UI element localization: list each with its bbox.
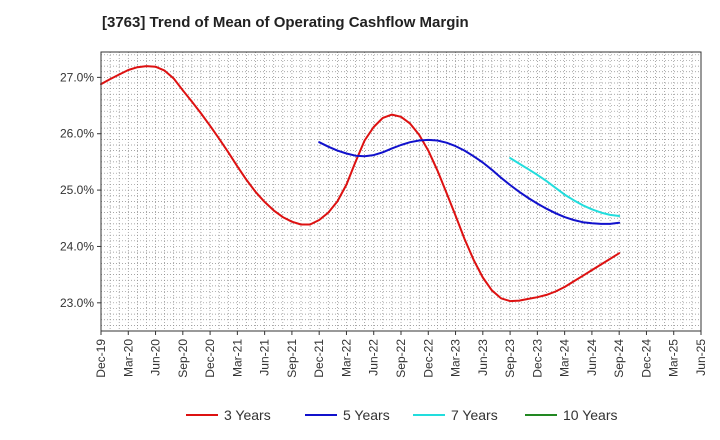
legend-label: 10 Years: [563, 407, 618, 423]
x-tick-label: Mar-23: [449, 339, 463, 377]
x-tick-label: Jun-21: [258, 339, 272, 376]
series-line-5-years: [318, 138, 621, 225]
series-group: [100, 65, 621, 303]
legend-label: 7 Years: [451, 407, 498, 423]
x-tick-label: Dec-23: [530, 339, 544, 378]
x-tick-label: Dec-22: [421, 339, 435, 378]
x-tick-label: Sep-24: [612, 339, 626, 378]
legend-label: 5 Years: [343, 407, 390, 423]
x-tick-label: Jun-20: [149, 339, 163, 376]
x-tick-label: Jun-22: [367, 339, 381, 376]
x-tick-label: Dec-19: [94, 339, 108, 378]
legend: 3 Years 5 Years 7 Years 10 Years: [186, 407, 618, 423]
grid: [101, 52, 701, 331]
x-tick-label: Sep-23: [503, 339, 517, 378]
series-line-7-years: [509, 157, 621, 217]
x-axis: Dec-19 Mar-20 Jun-20 Sep-20 Dec-20 Mar-21 Jun-…: [94, 331, 708, 378]
y-axis: 23.0% 24.0% 25.0% 26.0% 27.0%: [60, 70, 101, 310]
y-tick-label: 26.0%: [60, 127, 94, 141]
y-tick-label: 27.0%: [60, 70, 94, 84]
x-tick-label: Sep-22: [394, 339, 408, 378]
x-tick-label: Mar-25: [667, 339, 681, 377]
series-line-3-years: [100, 65, 621, 303]
x-tick-label: Jun-25: [694, 339, 708, 376]
legend-label: 3 Years: [224, 407, 271, 423]
x-tick-label: Sep-21: [285, 339, 299, 378]
x-tick-label: Jun-23: [476, 339, 490, 376]
x-tick-label: Jun-24: [585, 339, 599, 376]
plot-background: [101, 52, 701, 331]
x-tick-label: Dec-24: [639, 339, 653, 378]
chart-title: [3763] Trend of Mean of Operating Cashfl…: [102, 14, 469, 31]
x-tick-label: Mar-24: [558, 339, 572, 377]
x-tick-label: Mar-21: [230, 339, 244, 377]
x-tick-label: Mar-22: [339, 339, 353, 377]
x-tick-label: Dec-21: [312, 339, 326, 378]
x-tick-label: Mar-20: [121, 339, 135, 377]
y-tick-label: 24.0%: [60, 239, 94, 253]
x-tick-label: Dec-20: [203, 339, 217, 378]
y-tick-label: 23.0%: [60, 296, 94, 310]
y-tick-label: 25.0%: [60, 183, 94, 197]
x-tick-label: Sep-20: [176, 339, 190, 378]
